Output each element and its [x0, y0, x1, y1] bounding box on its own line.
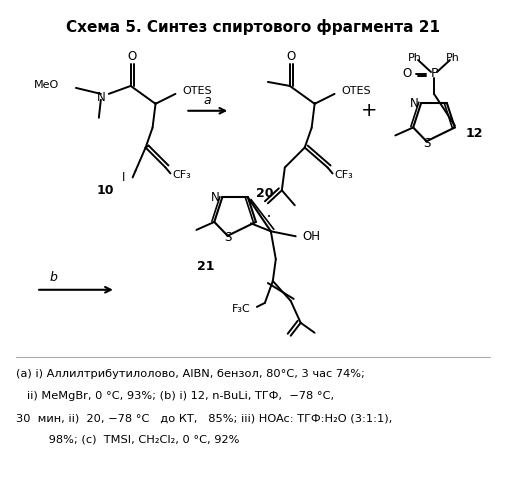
Text: 30  мин, ii)  20, −78 °C   до КТ,   85%; iii) HOAc: ТГФ:H₂O (3:1:1),: 30 мин, ii) 20, −78 °C до КТ, 85%; iii) … [16, 413, 392, 423]
Text: 10: 10 [97, 184, 114, 197]
Text: a: a [203, 94, 211, 108]
Text: N: N [96, 92, 105, 104]
Text: CF₃: CF₃ [334, 170, 352, 180]
Text: S: S [422, 137, 429, 150]
Text: Ph: Ph [445, 53, 459, 63]
Text: OTES: OTES [182, 86, 212, 96]
Text: •: • [312, 101, 316, 107]
Text: P: P [429, 68, 437, 80]
Text: 20: 20 [256, 187, 273, 200]
Text: MeO: MeO [34, 80, 59, 90]
Text: O: O [127, 50, 136, 62]
Text: Схема 5. Синтез спиртового фрагмента 21: Схема 5. Синтез спиртового фрагмента 21 [66, 20, 439, 36]
Text: •: • [153, 101, 157, 107]
Text: OH: OH [302, 230, 320, 243]
Text: S: S [224, 231, 231, 244]
Text: I: I [122, 171, 125, 184]
Text: F₃C: F₃C [232, 304, 250, 314]
Text: OTES: OTES [341, 86, 370, 96]
Text: CF₃: CF₃ [172, 170, 191, 180]
Text: +: + [361, 102, 377, 120]
Text: N: N [210, 191, 219, 204]
Text: •: • [266, 214, 270, 220]
Text: N: N [409, 96, 417, 110]
Text: b: b [49, 272, 57, 284]
Text: 12: 12 [465, 127, 482, 140]
Text: O: O [286, 50, 295, 62]
Text: 98%; (c)  TMSI, CH₂Cl₂, 0 °C, 92%: 98%; (c) TMSI, CH₂Cl₂, 0 °C, 92% [16, 435, 239, 445]
Text: Ph: Ph [408, 53, 421, 63]
Text: (a) i) Аллилтрибутилолово, AlBN, бензол, 80°C, 3 час 74%;: (a) i) Аллилтрибутилолово, AlBN, бензол,… [16, 370, 365, 380]
Text: ii) MeMgBr, 0 °C, 93%; (b) i) 12, n-BuLi, ТГФ,  −78 °C,: ii) MeMgBr, 0 °C, 93%; (b) i) 12, n-BuLi… [16, 391, 334, 401]
Text: O: O [402, 68, 411, 80]
Text: 21: 21 [196, 260, 214, 272]
